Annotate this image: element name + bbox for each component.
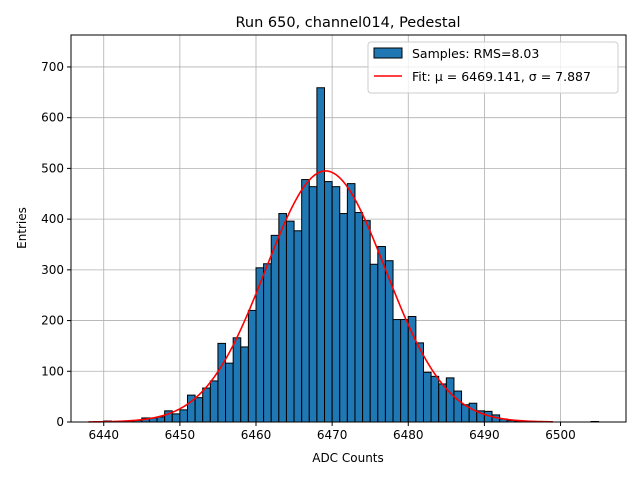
- histogram-bar: [232, 337, 242, 423]
- histogram-bar: [308, 186, 318, 423]
- x-tick-label: 6480: [393, 428, 424, 442]
- histogram-bar: [217, 342, 227, 423]
- histogram-bar: [331, 186, 341, 423]
- y-tick-label: 200: [41, 314, 64, 328]
- histogram-bar: [339, 213, 348, 423]
- x-tick-label: 6440: [88, 428, 119, 442]
- histogram-bar: [392, 319, 402, 423]
- histogram-bar: [293, 230, 303, 423]
- histogram-bar: [346, 183, 356, 423]
- histogram-bar: [270, 234, 280, 423]
- histogram-bar: [171, 413, 181, 423]
- histogram-bar: [301, 179, 310, 423]
- histogram-bar: [316, 87, 326, 423]
- y-axis-label: Entries: [15, 207, 29, 249]
- histogram-bar: [194, 397, 204, 423]
- histogram-bar: [202, 387, 211, 423]
- y-tick-label: 500: [41, 161, 64, 175]
- y-tick-label: 700: [41, 60, 64, 74]
- axis-ticks: 6440 6450 6460 6470 6480 6490 6500 0 100 200 300 40…: [41, 60, 576, 442]
- legend-label-fit: Fit: μ = 6469.141, σ = 7.887: [412, 69, 591, 84]
- y-tick-label: 100: [41, 364, 64, 378]
- histogram-bar: [156, 416, 166, 423]
- histogram-bar: [179, 409, 188, 423]
- histogram-bar: [453, 390, 463, 423]
- legend-label-samples: Samples: RMS=8.03: [412, 46, 539, 61]
- histogram-bar: [285, 220, 295, 423]
- legend: Samples: RMS=8.03 Fit: μ = 6469.141, σ =…: [367, 41, 619, 94]
- x-tick-label: 6500: [545, 428, 576, 442]
- y-tick-label: 400: [41, 212, 64, 226]
- histogram-bar: [225, 362, 234, 423]
- chart-title: Run 650, channel014, Pedestal: [235, 15, 460, 31]
- histogram-bar: [400, 319, 409, 423]
- legend-swatch-samples: [373, 47, 403, 59]
- histogram-bar: [438, 383, 447, 423]
- histogram-bar: [263, 263, 272, 423]
- histogram-bar: [240, 346, 249, 423]
- histogram-bar: [377, 246, 386, 423]
- y-tick-label: 600: [41, 111, 64, 125]
- grid: [71, 35, 626, 423]
- histogram-bar: [324, 181, 333, 423]
- y-tick-label: 0: [56, 415, 64, 429]
- histogram-bar: [247, 309, 257, 423]
- x-tick-label: 6460: [241, 428, 272, 442]
- plot-frame: [70, 34, 627, 423]
- x-tick-label: 6470: [317, 428, 348, 442]
- histogram-bar: [362, 220, 371, 423]
- histogram-bar: [445, 377, 455, 423]
- x-axis-label: ADC Counts: [312, 451, 384, 465]
- histogram-bar: [422, 371, 432, 423]
- histogram-bars: [103, 87, 600, 423]
- fit-curve: [88, 170, 553, 423]
- histogram-bar: [278, 213, 287, 423]
- histogram-bar: [354, 212, 364, 423]
- histogram-bar: [369, 263, 379, 423]
- histogram-bar: [430, 375, 440, 423]
- histogram-bar: [468, 402, 478, 423]
- x-tick-label: 6450: [165, 428, 196, 442]
- histogram-bar: [209, 380, 219, 423]
- x-tick-label: 6490: [469, 428, 500, 442]
- y-tick-label: 300: [41, 263, 64, 277]
